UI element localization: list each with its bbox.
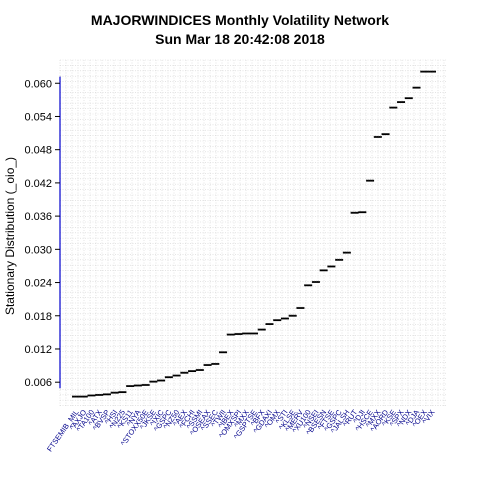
data-point bbox=[157, 379, 166, 382]
data-point bbox=[273, 319, 282, 322]
data-point bbox=[172, 374, 181, 377]
data-point bbox=[335, 258, 344, 261]
data-point bbox=[149, 380, 158, 383]
data-point bbox=[242, 332, 251, 335]
data-point bbox=[188, 370, 197, 373]
y-tick-label: 0.006 bbox=[24, 377, 52, 389]
data-point bbox=[87, 394, 96, 397]
data-point bbox=[265, 322, 274, 325]
data-point bbox=[203, 363, 212, 366]
data-point bbox=[95, 393, 104, 396]
data-point bbox=[79, 395, 88, 398]
data-point bbox=[226, 333, 235, 336]
data-point bbox=[404, 97, 413, 100]
data-point bbox=[219, 351, 228, 354]
data-point bbox=[110, 391, 119, 394]
y-tick-label: 0.054 bbox=[24, 111, 52, 123]
data-point bbox=[397, 100, 406, 103]
data-point bbox=[195, 368, 204, 371]
data-point bbox=[304, 284, 313, 287]
data-point bbox=[319, 269, 328, 272]
chart-title: MAJORWINDICES Monthly Volatility Network bbox=[90, 12, 390, 28]
data-point bbox=[126, 384, 135, 387]
data-point bbox=[288, 314, 297, 317]
data-point bbox=[118, 391, 127, 394]
data-point bbox=[366, 179, 375, 182]
data-point bbox=[342, 251, 351, 254]
data-point bbox=[280, 317, 289, 320]
data-point bbox=[234, 332, 243, 335]
data-point bbox=[257, 328, 266, 331]
data-point bbox=[164, 376, 173, 379]
data-point bbox=[141, 383, 150, 386]
y-tick-label: 0.018 bbox=[24, 311, 52, 323]
data-point bbox=[428, 70, 436, 73]
data-point bbox=[381, 133, 390, 136]
y-tick-label: 0.024 bbox=[24, 278, 52, 290]
y-tick-label: 0.030 bbox=[24, 244, 52, 256]
y-tick-label: 0.048 bbox=[24, 145, 52, 157]
y-tick-label: 0.036 bbox=[24, 211, 52, 223]
data-point bbox=[250, 332, 258, 335]
data-point bbox=[327, 265, 336, 268]
data-point bbox=[102, 393, 111, 396]
data-point bbox=[420, 70, 429, 73]
y-tick-label: 0.012 bbox=[24, 344, 52, 356]
grid bbox=[59, 59, 446, 406]
data-point bbox=[389, 106, 398, 109]
data-point bbox=[180, 371, 189, 374]
data-point bbox=[133, 384, 142, 387]
data-point bbox=[412, 86, 421, 89]
data-point bbox=[350, 211, 359, 214]
data-point bbox=[72, 395, 80, 398]
data-point bbox=[211, 362, 220, 365]
data-point bbox=[311, 280, 320, 283]
y-tick-label: 0.060 bbox=[24, 78, 52, 90]
data-point bbox=[296, 306, 305, 309]
y-tick-label: 0.042 bbox=[24, 178, 52, 190]
data-point bbox=[373, 135, 382, 138]
data-point bbox=[358, 211, 367, 214]
chart-subtitle: Sun Mar 18 20:42:08 2018 bbox=[155, 31, 325, 47]
